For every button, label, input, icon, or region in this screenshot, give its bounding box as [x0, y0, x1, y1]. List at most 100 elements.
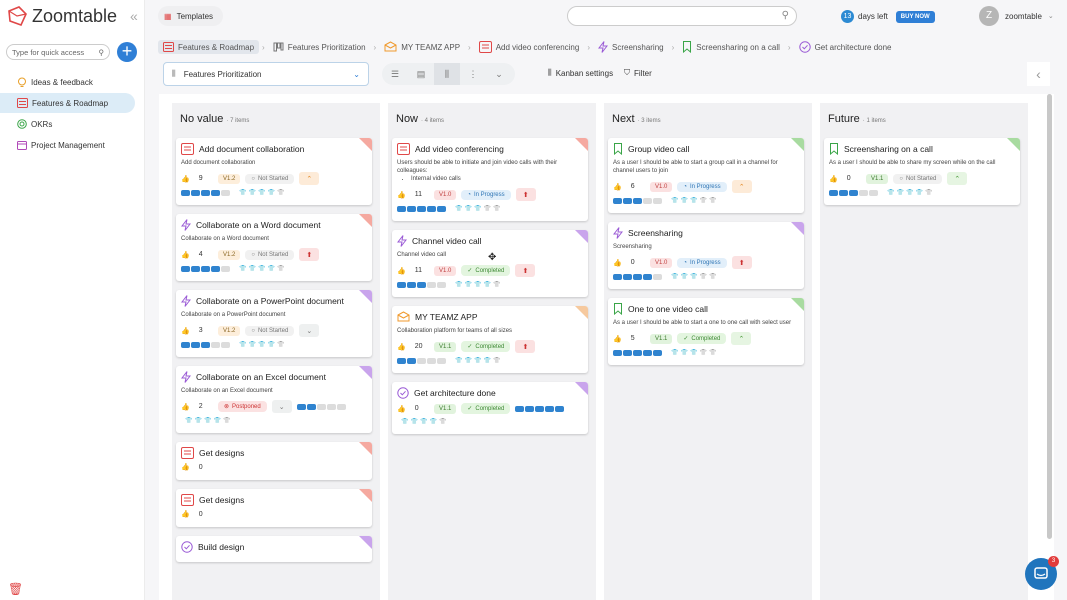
tshirt-size[interactable]: 👕 👕 👕 👕 👕 — [455, 205, 500, 212]
view-select[interactable]: ⫼ Features Prioritization ⌄ — [163, 62, 369, 86]
tshirt-size[interactable]: 👕 👕 👕 👕 👕 — [455, 357, 500, 364]
priority-icon[interactable]: ⬆ — [515, 264, 536, 277]
feature-card[interactable]: Screensharing Screensharing 👍 0 V1.0 ◔ In Prog… — [608, 222, 804, 289]
status-badge[interactable]: ⊗ Postponed — [218, 401, 267, 412]
trash-icon[interactable]: 🗑 — [8, 582, 24, 596]
feature-card[interactable]: Collaborate on a PowerPoint document Coll… — [176, 290, 372, 357]
column-title: Next — [612, 113, 635, 125]
feature-card[interactable]: Screensharing on a call As a user I shoul… — [824, 138, 1020, 205]
vote-count[interactable]: 👍 3 — [181, 327, 213, 335]
templates-button[interactable]: ▦ Templates — [158, 6, 223, 26]
vote-count[interactable]: 👍 2 — [181, 403, 213, 411]
feature-card[interactable]: Get designs 👍 0 — [176, 489, 372, 527]
feature-card[interactable]: Build design — [176, 536, 372, 562]
priority-icon[interactable]: ⬆ — [515, 340, 536, 353]
priority-icon[interactable]: ⌃ — [731, 180, 752, 193]
tshirt-size[interactable]: 👕 👕 👕 👕 👕 — [185, 417, 230, 424]
vote-count[interactable]: 👍 0 — [829, 175, 861, 183]
status-badge[interactable]: ○ Not Started — [245, 173, 295, 184]
priority-icon[interactable]: ⌃ — [299, 172, 320, 185]
tshirt-size[interactable]: 👕 👕 👕 👕 👕 — [455, 281, 500, 288]
tshirt-size[interactable]: 👕 👕 👕 👕 👕 — [671, 197, 716, 204]
feature-card[interactable]: Get architecture done 👍 0 V1.1 ✓ Completed 👕 👕 👕… — [392, 382, 588, 434]
buy-now-button[interactable]: BUY NOW — [895, 10, 935, 23]
feature-card[interactable]: Add document collaboration Add document c… — [176, 138, 372, 205]
status-badge[interactable]: ◔ In Progress — [461, 189, 511, 200]
feature-card[interactable]: Channel video call Channel video call 👍 11 V… — [392, 230, 588, 297]
vote-count[interactable]: 👍 11 — [397, 191, 429, 199]
vote-count[interactable]: 👍 9 — [181, 175, 213, 183]
status-badge[interactable]: ○ Not Started — [893, 173, 943, 184]
priority-icon[interactable]: ⬆ — [515, 188, 536, 201]
status-badge[interactable]: ○ Not Started — [245, 325, 295, 336]
filter-button[interactable]: ⛉ Filter — [624, 68, 652, 78]
board-scrollbar[interactable] — [1047, 94, 1052, 539]
chat-button[interactable]: 3 — [1025, 556, 1059, 590]
vote-count[interactable]: 👍 0 — [181, 463, 213, 472]
tshirt-size[interactable]: 👕 👕 👕 👕 👕 — [239, 265, 284, 272]
breadcrumb-item[interactable]: Get architecture done — [794, 39, 897, 55]
status-badge[interactable]: ◔ In Progress — [677, 257, 727, 268]
kanban-settings-button[interactable]: ⫼ Kanban settings — [548, 68, 613, 78]
feature-card[interactable]: One to one video call As a user I should … — [608, 298, 804, 365]
breadcrumb-item[interactable]: MY TEAMZ APP — [379, 39, 465, 55]
status-badge[interactable]: ✓ Completed — [461, 341, 511, 352]
vote-count[interactable]: 👍 5 — [613, 335, 645, 343]
tshirt-size[interactable]: 👕 👕 👕 👕 👕 — [239, 341, 284, 348]
tshirt-size[interactable]: 👕 👕 👕 👕 👕 — [671, 349, 716, 356]
box-icon — [384, 41, 397, 53]
vote-count[interactable]: 👍 0 — [397, 405, 429, 413]
tshirt-size[interactable]: 👕 👕 👕 👕 👕 — [887, 189, 932, 196]
vote-count[interactable]: 👍 6 — [613, 183, 645, 191]
quick-access-search[interactable]: Type for quick access ⚲ — [6, 44, 110, 60]
priority-icon[interactable]: ⌃ — [731, 332, 752, 345]
status-badge[interactable]: ✓ Completed — [461, 403, 511, 414]
feature-card[interactable]: MY TEAMZ APP Collaboration platform for t… — [392, 306, 588, 373]
status-badge[interactable]: ✓ Completed — [461, 265, 511, 276]
feature-card[interactable]: Get designs 👍 0 — [176, 442, 372, 480]
breadcrumb-item[interactable]: Features & Roadmap — [158, 40, 260, 54]
more-views-button[interactable]: ⌄ — [495, 68, 503, 79]
sidebar-item-features-roadmap[interactable]: Features & Roadmap — [0, 93, 135, 113]
feature-card[interactable]: Group video call As a user I should be ab… — [608, 138, 804, 213]
sidebar-item-ideas-feedback[interactable]: Ideas & feedback — [0, 72, 135, 92]
collapse-sidebar-icon[interactable]: « — [130, 8, 138, 24]
card-meta-row: 👕 👕 👕 👕 👕 — [397, 418, 582, 425]
vote-count[interactable]: 👍 11 — [397, 267, 429, 275]
kanban-view-button[interactable]: ⫼ — [434, 63, 460, 85]
status-badge[interactable]: ◔ In Progress — [677, 181, 727, 192]
app-logo[interactable]: Zoomtable — [6, 5, 117, 27]
priority-icon[interactable]: ⌃ — [947, 172, 968, 185]
add-button[interactable]: + — [117, 42, 137, 62]
breadcrumb-item[interactable]: Features Prioritization — [268, 40, 371, 54]
priority-icon[interactable]: ⌄ — [271, 400, 292, 413]
vote-count[interactable]: 👍 20 — [397, 343, 429, 351]
status-badge[interactable]: ○ Not Started — [245, 249, 295, 260]
sidebar-item-project-management[interactable]: Project Management — [0, 135, 135, 155]
list-view-button[interactable]: ☰ — [390, 68, 400, 79]
tshirt-size[interactable]: 👕 👕 👕 👕 👕 — [401, 418, 446, 425]
priority-icon[interactable]: ⬆ — [299, 248, 320, 261]
global-search-input[interactable]: ⚲ — [567, 6, 797, 26]
vote-count[interactable]: 👍 0 — [613, 259, 645, 267]
vote-count[interactable]: 👍 4 — [181, 251, 213, 259]
feature-card[interactable]: Add video conferencing Users should be ab… — [392, 138, 588, 221]
collapse-panel-icon[interactable]: ‹ — [1027, 62, 1050, 86]
status-badge[interactable]: ✓ Completed — [677, 333, 727, 344]
feature-card[interactable]: Collaborate on an Excel document Collabor… — [176, 366, 372, 433]
tshirt-size[interactable]: 👕 👕 👕 👕 👕 — [671, 273, 716, 280]
sidebar-item-okrs[interactable]: OKRs — [0, 114, 135, 134]
priority-icon[interactable]: ⬆ — [731, 256, 752, 269]
progress-segment — [211, 189, 220, 196]
vote-count[interactable]: 👍 0 — [181, 510, 213, 519]
tree-view-button[interactable]: ⋮ — [468, 68, 478, 79]
priority-icon[interactable]: ⌄ — [299, 324, 320, 337]
table-view-button[interactable]: ▤ — [416, 68, 426, 79]
tshirt-size[interactable]: 👕 👕 👕 👕 👕 — [239, 189, 284, 196]
user-menu[interactable]: Z zoomtable ⌄ — [979, 6, 1054, 26]
breadcrumb-item[interactable]: Add video conferencing — [474, 39, 585, 55]
card-title: Collaborate on an Excel document — [181, 371, 366, 383]
breadcrumb-item[interactable]: Screensharing on a call — [677, 39, 785, 55]
breadcrumb-item[interactable]: Screensharing — [593, 39, 669, 55]
feature-card[interactable]: Collaborate on a Word document Collaborat… — [176, 214, 372, 281]
